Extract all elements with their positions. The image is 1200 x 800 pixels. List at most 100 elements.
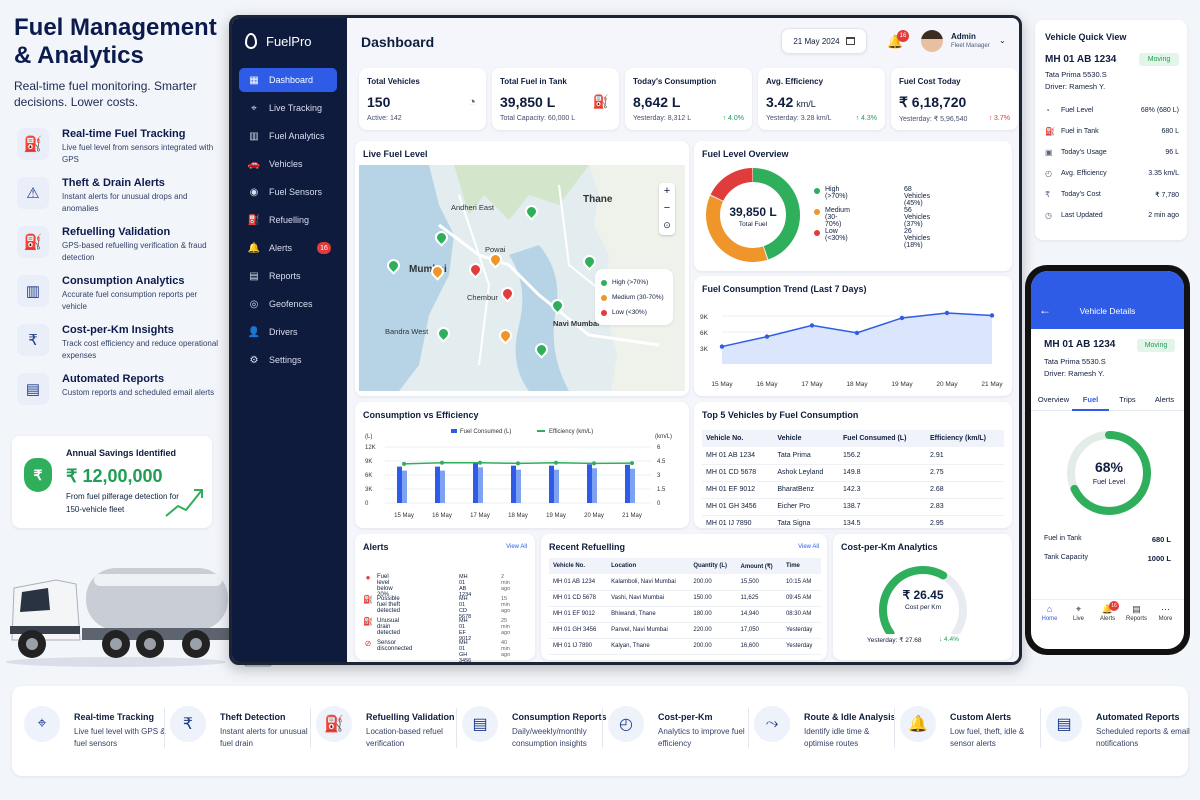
table-cell: Panvel, Navi Mumbai: [607, 622, 690, 639]
hero-title: Fuel Management & Analytics: [14, 14, 217, 69]
phone-gauge-value: 68%: [1094, 459, 1124, 475]
phone-nav-reports[interactable]: ▤ Reports: [1122, 604, 1151, 622]
sensor-icon: ◉: [249, 186, 259, 198]
quick-title: Vehicle Quick View: [1045, 32, 1127, 42]
alert-time: 2 min ago: [501, 574, 511, 592]
bottom-feature-desc: Analytics to improve fuel efficiency: [658, 727, 745, 748]
quick-info-row: ▣ Today's Usage 96 L: [1045, 148, 1179, 157]
dashboard-window: FuelPro ▦ Dashboard ⌖ Live Tracking ▥ Fuel An…: [229, 15, 1022, 665]
phone-gauge-label: Fuel Level: [1092, 479, 1126, 486]
alert-vehicle: MH 01 CD 5678: [459, 596, 472, 620]
trend-ytick: 3K: [700, 346, 709, 353]
trend-xtick: 20 May: [936, 381, 958, 388]
sidebar-item-label: Reports: [269, 271, 301, 281]
sidebar-item-label: Fuel Sensors: [269, 187, 323, 197]
phone-nav-live[interactable]: ⌖ Live: [1064, 604, 1093, 622]
sidebar-item-live-tracking[interactable]: ⌖ Live Tracking: [239, 96, 337, 120]
money-bag-icon: ₹: [24, 458, 52, 492]
table-row[interactable]: MH 01 IJ 7890 Tata Signa 134.5 2.95: [702, 515, 1004, 533]
bell-icon: 🔔: [247, 242, 261, 254]
map-place-label: Bandra West: [385, 327, 429, 336]
table-cell: Bhiwandi, Thane: [607, 606, 690, 623]
quick-info-row: ◴ Avg. Efficiency 3.35 km/L: [1045, 169, 1179, 178]
table-row[interactable]: MH 01 GH 3456 Eicher Pro 138.7 2.83: [702, 498, 1004, 516]
table-row[interactable]: MH 01 EF 9012 Bhiwandi, Thane 180.00 14,940…: [549, 606, 821, 623]
consumed-bar: [625, 464, 630, 503]
feature-desc: Accurate fuel consumption reports per ve…: [62, 290, 198, 311]
sidebar-item-drivers[interactable]: 👤 Drivers: [239, 320, 337, 344]
overview-value: 26 Vehicles (18%): [904, 228, 931, 249]
phone-nav-more[interactable]: ⋯ More: [1151, 604, 1180, 622]
consumed-bar-shade: [516, 469, 521, 503]
table-row[interactable]: MH 01 CD 5678 Vashi, Navi Mumbai 150.00 11,…: [549, 590, 821, 607]
sidebar-item-vehicles[interactable]: 🚗 Vehicles: [239, 152, 337, 176]
sidebar-item-dashboard[interactable]: ▦ Dashboard: [239, 68, 337, 92]
cons-ytick-left: 9K: [365, 459, 372, 465]
cons-ytick-right: 0: [657, 501, 661, 507]
cpk-title: Cost-per-Km Analytics: [841, 542, 938, 552]
map-place-label: Powai: [485, 245, 506, 254]
legend-label: High (>70%): [612, 279, 649, 286]
alerts-view-all-link[interactable]: View All: [506, 544, 527, 550]
trend-point: [854, 330, 860, 336]
sidebar-item-fuel-analytics[interactable]: ▥ Fuel Analytics: [239, 124, 337, 148]
quick-info-row: ₹ Today's Cost ₹ 7,780: [1045, 190, 1179, 199]
sidebar-item-refuelling[interactable]: ⛽ Refuelling: [239, 208, 337, 232]
phone-status-badge: Moving: [1137, 339, 1175, 352]
trend-point: [809, 323, 815, 328]
phone-nav-home[interactable]: ⌂ Home: [1035, 604, 1064, 622]
phone-tab-overview[interactable]: Overview: [1037, 395, 1070, 404]
table-cell: 2.91: [925, 447, 1004, 465]
consumed-bar-shade: [402, 470, 407, 503]
legend-item: Medium (30-70%): [601, 290, 667, 305]
refuel-view-all-link[interactable]: View All: [798, 544, 819, 550]
cons-title: Consumption vs Efficiency: [363, 410, 479, 420]
feature-desc: Custom reports and scheduled email alert…: [62, 388, 215, 397]
table-row[interactable]: MH 01 IJ 7890 Kalyan, Thane 200.00 16,600 Ye…: [549, 638, 821, 655]
back-arrow-icon[interactable]: ←: [1039, 303, 1051, 317]
savings-value: ₹ 12,00,000: [66, 466, 163, 486]
alerts-count-badge: 16: [317, 242, 331, 254]
sidebar-item-alerts[interactable]: 🔔 Alerts 16: [239, 236, 337, 260]
phone-nav-alerts[interactable]: 🔔 Alerts 16: [1093, 601, 1122, 622]
consumed-bar: [473, 463, 478, 503]
feature-item: ⛽ Real-time Fuel Tracking Live fuel level …: [14, 126, 224, 170]
phone-tab-trips[interactable]: Trips: [1119, 395, 1136, 404]
zoom-out-button[interactable]: −: [663, 202, 671, 214]
cons-ytick-right: 3: [657, 473, 661, 479]
table-row[interactable]: MH 01 CD 5678 Ashok Leyland 149.8 2.75: [702, 464, 1004, 482]
table-cell: BharatBenz: [773, 481, 840, 499]
user-menu[interactable]: Admin Fleet Manager ⌄: [921, 28, 1011, 56]
bottom-feature: ⛽ Refuelling Validation Location-based ref…: [316, 704, 461, 754]
sidebar-item-settings[interactable]: ⚙ Settings: [239, 348, 337, 372]
phone-row-value: 680 L: [1151, 535, 1171, 544]
kpi-sub: Active: 142: [367, 115, 402, 122]
table-cell: 2.95: [925, 515, 1004, 533]
table-cell: 08:30 AM: [781, 606, 821, 623]
sidebar-item-geofences[interactable]: ◎ Geofences: [239, 292, 337, 316]
table-row[interactable]: MH 01 AB 1234 Tata Prima 156.2 2.91: [702, 447, 1004, 465]
phone-tab-fuel[interactable]: Fuel: [1072, 395, 1109, 411]
sidebar-item-reports[interactable]: ▤ Reports: [239, 264, 337, 288]
sidebar-item-fuel-sensors[interactable]: ◉ Fuel Sensors: [239, 180, 337, 204]
notification-button[interactable]: 🔔 16: [885, 30, 909, 54]
date-picker[interactable]: 21 May 2024: [781, 28, 867, 54]
table-row[interactable]: MH 01 AB 1234 Kalamboli, Navi Mumbai 200.0…: [549, 574, 821, 591]
table-row[interactable]: MH 01 GH 3456 Panvel, Navi Mumbai 220.00 17…: [549, 622, 821, 639]
mobile-phone-mockup: ← Vehicle Details MH 01 AB 1234 Moving T…: [1025, 265, 1190, 655]
consumed-bar-shade: [630, 468, 635, 503]
kpi-card: Total Fuel in Tank 39,850 L Total Capacity…: [492, 68, 619, 130]
column-header: Efficiency (km/L): [925, 430, 1004, 447]
table-cell: 2.83: [925, 498, 1004, 516]
table-row[interactable]: MH 01 EF 9012 BharatBenz 142.3 2.68: [702, 481, 1004, 499]
feature-title: Refuelling Validation: [62, 226, 171, 238]
map-place-label: Mumbai: [409, 264, 447, 275]
efficiency-point: [592, 461, 596, 466]
trend-ytick: 9K: [700, 314, 709, 321]
map-layers-icon[interactable]: ⊙: [663, 219, 671, 230]
phone-tab-alerts[interactable]: Alerts: [1154, 395, 1175, 404]
legend-label: Low (<30%): [612, 309, 647, 316]
zoom-in-button[interactable]: +: [663, 185, 671, 197]
sidebar-item-label: Dashboard: [269, 75, 314, 85]
fuel-level-donut: [706, 168, 800, 262]
